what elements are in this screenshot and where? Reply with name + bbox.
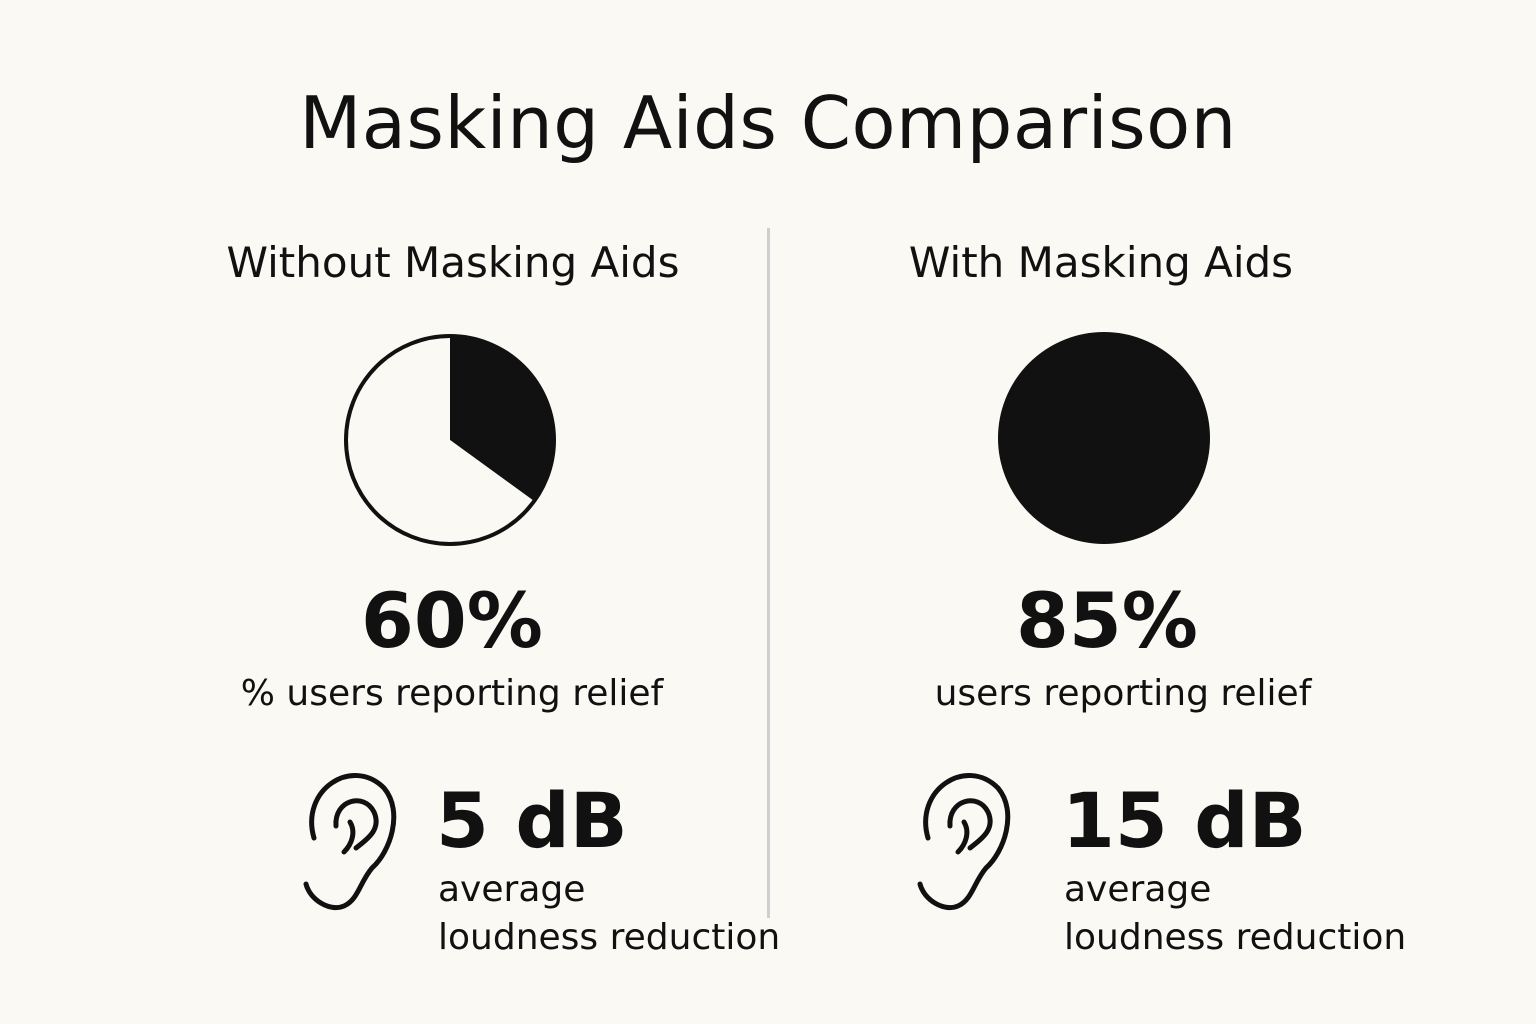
db-value-with: 15 dB xyxy=(1062,776,1307,865)
pie-slice xyxy=(346,336,535,544)
ear-icon xyxy=(917,773,1011,910)
db-caption-without: average loudness reduction xyxy=(438,866,780,962)
pie-chart-with xyxy=(998,332,1210,544)
panel-heading-with: With Masking Aids xyxy=(908,238,1294,287)
panel-heading-without: Without Masking Aids xyxy=(226,238,680,287)
pie-chart-without xyxy=(344,334,556,546)
db-value-without: 5 dB xyxy=(436,776,628,865)
pie-slice xyxy=(450,336,554,502)
page-title: Masking Aids Comparison xyxy=(299,81,1237,165)
ear-icon xyxy=(303,773,397,910)
db-caption-line1: average xyxy=(438,869,586,910)
pie-outline xyxy=(998,332,1210,544)
percent-value-with: 85% xyxy=(1016,576,1198,665)
percent-caption-with: users reporting relief xyxy=(934,673,1312,714)
percent-value-without: 60% xyxy=(361,576,543,665)
pie-outline xyxy=(344,334,556,546)
percent-caption-without: % users reporting relief xyxy=(240,673,664,714)
center-divider xyxy=(767,228,770,918)
db-caption-line2: loudness reduction xyxy=(438,917,781,958)
db-caption-with: average loudness reduction xyxy=(1064,866,1406,962)
db-caption-line1: average xyxy=(1064,869,1212,910)
pie-slice xyxy=(1000,334,1208,542)
db-caption-line2: loudness reduction xyxy=(1064,917,1407,958)
